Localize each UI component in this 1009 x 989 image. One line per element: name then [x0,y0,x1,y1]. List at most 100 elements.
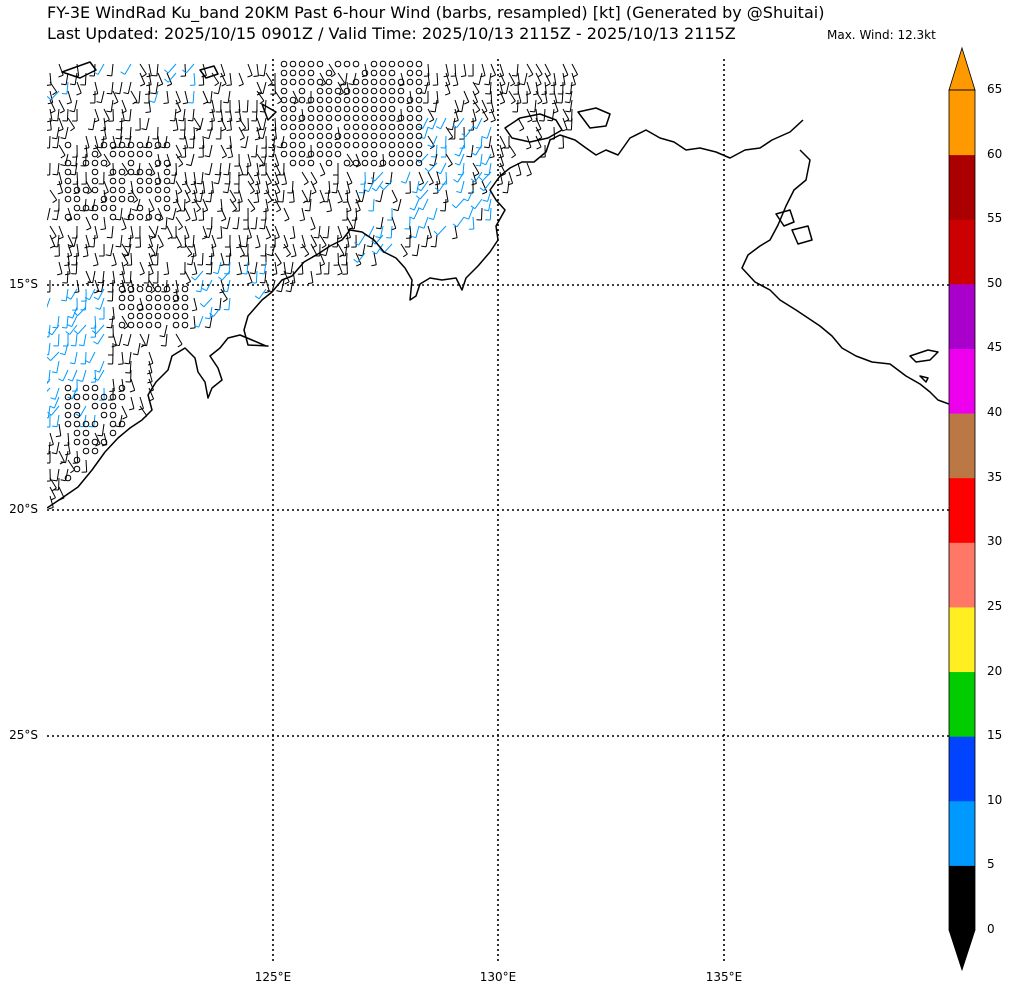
wind-barb [455,198,465,209]
wind-barb-feather [429,164,435,167]
wind-barb-feather [430,245,436,248]
wind-barb [66,315,69,329]
wind-barb-feather [222,227,228,230]
calm-wind-marker [118,294,126,302]
calm-wind-marker [145,312,153,320]
calm-wind-marker [127,168,135,176]
calm-wind-marker [118,168,126,176]
wind-barb [74,72,78,85]
calm-wind-marker [127,141,135,149]
wind-barb [49,477,57,489]
wind-barb [210,90,213,103]
wind-barb [463,63,467,76]
wind-barb [97,369,105,381]
calm-wind-marker [280,69,288,77]
wind-barb [247,153,252,166]
wind-barb-feather [415,158,421,164]
calm-wind-marker [379,78,387,86]
wind-barb [76,243,80,256]
wind-barb-feather [52,245,58,248]
wind-barb [310,180,317,193]
wind-barb [76,279,80,292]
wind-barb-feather [66,324,72,328]
wind-barb [146,333,150,346]
wind-barb [229,135,232,148]
wind-barb [247,180,255,192]
calm-wind-marker [118,186,126,194]
wind-barb [383,243,393,254]
wind-barb [118,333,123,346]
calm-wind-marker [82,159,90,167]
wind-barb [182,108,186,121]
wind-barb [70,288,78,300]
wind-barb [85,135,90,148]
wind-barb [174,108,177,121]
wind-barb-feather [88,425,94,428]
wind-barb-feather [52,425,58,428]
wind-barb [247,117,249,131]
wind-barb-feather [150,92,156,95]
calm-wind-marker [163,186,171,194]
wind-barb-feather [253,75,259,77]
wind-barb-feather [65,331,70,335]
wind-barb-feather [86,227,92,231]
wind-barb-feather [204,155,210,158]
calm-wind-marker [289,132,297,140]
calm-wind-marker [406,60,414,68]
wind-barb [507,180,510,193]
wind-barb-feather [176,110,181,114]
wind-barb-feather [451,204,457,209]
wind-barb [375,180,384,192]
wind-barb-feather [38,393,42,396]
wind-barb-feather [199,303,205,308]
wind-barb [431,135,438,148]
wind-barb-feather [355,164,361,168]
calm-wind-marker [352,132,360,140]
wind-barb [103,216,106,229]
wind-barb [262,81,267,94]
wind-barb-feather [93,119,100,123]
calm-wind-marker [154,177,162,185]
wind-barb [56,360,60,373]
wind-barb [128,207,132,220]
calm-wind-marker [343,123,351,131]
calm-wind-marker [91,384,99,392]
wind-barb [165,216,168,230]
calm-wind-marker [379,87,387,95]
wind-barb [368,180,375,192]
calm-wind-marker [109,429,117,437]
wind-barb-feather [138,408,144,411]
wind-barb [167,72,177,83]
wind-barb [358,234,366,246]
wind-barb [184,180,192,192]
wind-barb [569,99,573,112]
wind-barb-feather [267,253,273,257]
calm-wind-marker [388,141,396,149]
calm-wind-marker [154,312,162,320]
wind-barb [482,171,492,182]
wind-barb-feather [366,245,372,248]
wind-barb-feather [187,119,193,122]
wind-barb [255,270,258,284]
calm-wind-marker [397,114,405,122]
calm-wind-marker [316,96,324,104]
wind-barb-feather [471,120,477,123]
calm-wind-marker [64,213,72,221]
colorbar-tick-label: 50 [987,275,1003,290]
wind-barb [445,126,454,138]
wind-barb-feather [119,282,125,285]
wind-barb-feather [168,217,174,221]
wind-barb-feather [435,171,441,175]
wind-barb [380,216,384,229]
wind-barb [74,162,78,175]
wind-barb [67,459,76,471]
wind-barb [459,153,465,166]
wind-barb-feather [221,83,227,87]
calm-wind-marker [307,150,315,158]
calm-wind-marker [307,78,315,86]
wind-barb [71,315,78,327]
wind-barb-feather [149,209,155,213]
wind-barb [319,234,327,246]
wind-barb [220,225,223,239]
wind-barb [184,63,187,77]
